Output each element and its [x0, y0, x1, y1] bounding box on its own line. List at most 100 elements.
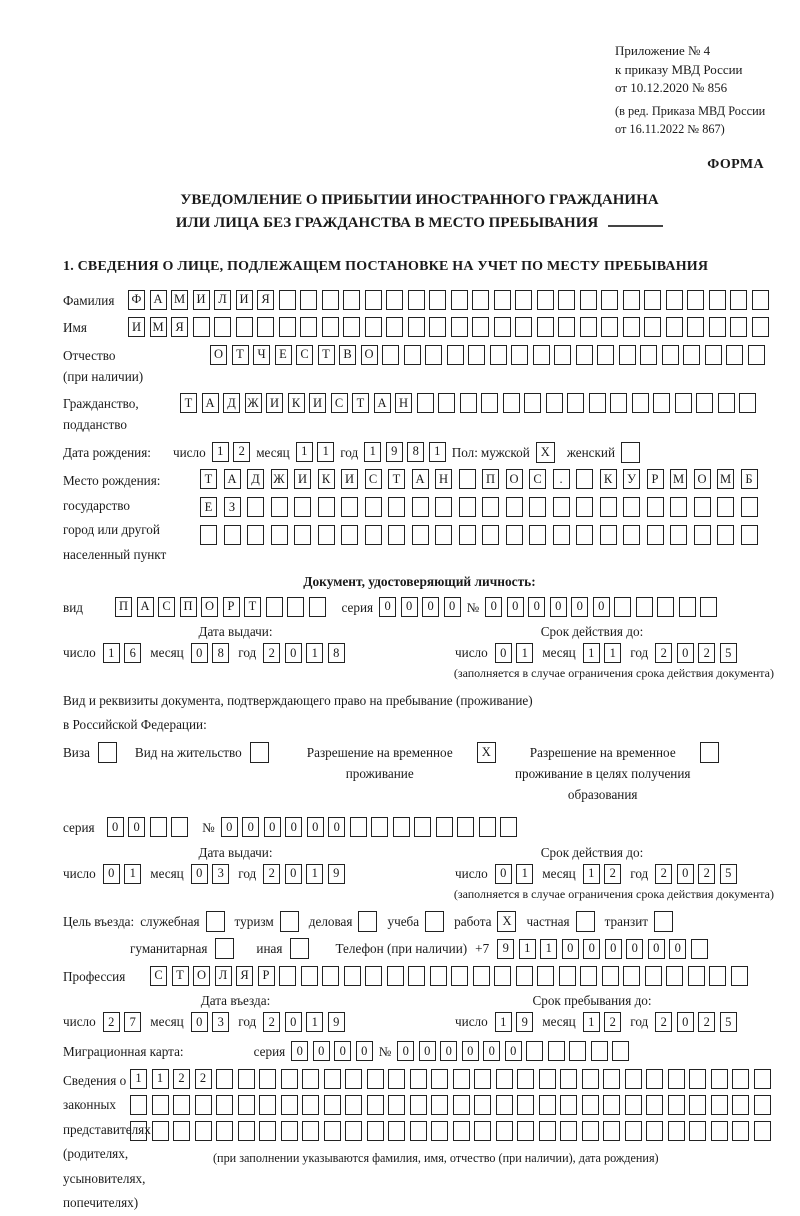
char-cell[interactable]: А	[373, 393, 391, 413]
char-cell[interactable]: 0	[485, 596, 503, 617]
char-cell[interactable]: 1	[151, 1068, 169, 1089]
char-cell[interactable]: 0	[334, 1041, 352, 1061]
char-cell[interactable]: 1	[582, 1012, 600, 1032]
char-cell[interactable]	[265, 596, 283, 617]
char-cell[interactable]	[599, 525, 617, 545]
char-cell[interactable]: А	[223, 469, 241, 489]
char-cell[interactable]: 0	[106, 817, 124, 837]
char-cell[interactable]	[618, 344, 636, 365]
char-cell[interactable]	[646, 1068, 663, 1089]
char-cell[interactable]	[341, 497, 358, 517]
char-cell[interactable]	[693, 525, 711, 545]
char-cell[interactable]	[349, 817, 367, 837]
char-cell[interactable]: 6	[124, 643, 142, 663]
char-cell[interactable]: 2	[263, 643, 281, 663]
char-cell[interactable]	[452, 1068, 470, 1089]
char-cell[interactable]: О	[505, 469, 523, 489]
char-cell[interactable]	[732, 1068, 749, 1089]
char-cell[interactable]	[740, 525, 758, 545]
char-cell[interactable]	[700, 596, 718, 617]
char-cell[interactable]	[300, 317, 317, 337]
char-cell[interactable]	[194, 1094, 212, 1115]
char-cell[interactable]: М	[149, 317, 167, 337]
char-cell[interactable]: 1	[124, 863, 142, 884]
char-cell[interactable]	[601, 965, 619, 986]
char-cell[interactable]: 1	[516, 863, 534, 884]
char-cell[interactable]	[425, 344, 442, 365]
char-cell[interactable]	[709, 965, 726, 986]
char-cell[interactable]: 2	[233, 441, 251, 462]
char-cell[interactable]	[751, 317, 769, 337]
char-cell[interactable]	[302, 1094, 319, 1115]
char-cell[interactable]: К	[599, 469, 617, 489]
char-cell[interactable]	[545, 393, 563, 413]
char-cell[interactable]	[581, 1068, 599, 1089]
char-cell[interactable]	[407, 289, 425, 310]
char-cell[interactable]	[526, 1041, 544, 1061]
char-cell[interactable]: 0	[190, 1012, 208, 1032]
char-cell[interactable]	[431, 1120, 448, 1141]
char-cell[interactable]: 2	[263, 1012, 281, 1032]
char-cell[interactable]	[612, 1041, 630, 1061]
char-cell[interactable]	[567, 393, 584, 413]
char-cell[interactable]	[386, 965, 404, 986]
char-cell[interactable]	[640, 344, 657, 365]
char-cell[interactable]: 2	[655, 1012, 673, 1032]
char-cell[interactable]: 0	[440, 1041, 458, 1061]
char-cell[interactable]	[270, 525, 288, 545]
char-cell[interactable]	[747, 344, 765, 365]
char-cell[interactable]	[474, 1094, 491, 1115]
char-cell[interactable]: 8	[407, 441, 425, 462]
char-cell[interactable]: Д	[223, 393, 240, 413]
char-cell[interactable]	[435, 497, 452, 517]
char-cell[interactable]	[366, 1094, 384, 1115]
char-cell[interactable]	[708, 317, 726, 337]
char-cell[interactable]: Ч	[253, 344, 270, 365]
char-cell[interactable]	[270, 497, 288, 517]
char-cell[interactable]	[345, 1068, 362, 1089]
char-cell[interactable]	[631, 393, 649, 413]
char-cell[interactable]: М	[717, 469, 734, 489]
char-cell[interactable]: 1	[306, 863, 324, 884]
char-cell[interactable]	[482, 497, 499, 517]
char-cell[interactable]	[302, 1068, 319, 1089]
char-cell[interactable]	[216, 1120, 233, 1141]
char-cell[interactable]: 0	[263, 817, 281, 837]
char-cell[interactable]	[409, 1068, 427, 1089]
char-cell[interactable]	[438, 393, 455, 413]
char-cell[interactable]: 1	[428, 441, 446, 462]
char-cell[interactable]	[450, 317, 468, 337]
char-cell[interactable]: С	[150, 965, 167, 986]
char-cell[interactable]: 3	[212, 1012, 230, 1032]
char-cell[interactable]: В	[339, 344, 356, 365]
char-cell[interactable]	[517, 1094, 534, 1115]
char-cell[interactable]	[665, 289, 683, 310]
char-cell[interactable]: Я	[236, 965, 253, 986]
char-cell[interactable]: 0	[676, 1012, 694, 1032]
char-cell[interactable]: 0	[676, 863, 694, 884]
char-cell[interactable]	[130, 1120, 147, 1141]
char-cell[interactable]	[341, 525, 358, 545]
char-cell[interactable]	[538, 1094, 556, 1115]
char-cell[interactable]: Н	[435, 469, 452, 489]
char-cell[interactable]	[646, 525, 664, 545]
char-cell[interactable]	[732, 1120, 749, 1141]
char-cell[interactable]: 0	[647, 938, 665, 959]
char-cell[interactable]: С	[364, 469, 382, 489]
char-cell[interactable]: С	[330, 393, 348, 413]
char-cell[interactable]	[481, 393, 498, 413]
char-cell[interactable]: Л	[214, 965, 232, 986]
char-cell[interactable]: 1	[518, 938, 536, 959]
char-cell[interactable]: 0	[571, 596, 589, 617]
char-cell[interactable]: 1	[364, 441, 382, 462]
char-cell[interactable]: Ж	[270, 469, 288, 489]
char-cell[interactable]: П	[179, 596, 197, 617]
char-cell[interactable]: 0	[504, 1041, 522, 1061]
char-cell[interactable]	[623, 965, 640, 986]
purpose-transit-checkbox[interactable]	[654, 910, 674, 932]
char-cell[interactable]	[280, 1094, 298, 1115]
char-cell[interactable]	[408, 965, 425, 986]
char-cell[interactable]: Ж	[244, 393, 262, 413]
char-cell[interactable]: О	[193, 965, 210, 986]
char-cell[interactable]	[590, 1041, 608, 1061]
